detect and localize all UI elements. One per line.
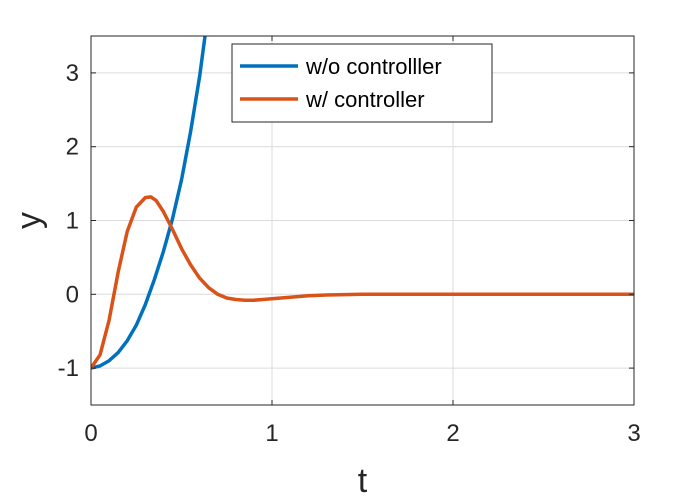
y-tick-label: 3 (66, 60, 79, 87)
legend-label-1: w/o controlller (305, 54, 442, 79)
x-tick-label: 1 (265, 420, 278, 447)
y-tick-label: -1 (58, 355, 79, 382)
legend: w/o controlller w/ controller (231, 43, 493, 123)
x-axis-label: t (358, 462, 368, 500)
x-tick-label: 0 (84, 420, 97, 447)
y-tick-label: 0 (66, 281, 79, 308)
y-axis-label: y (10, 212, 48, 229)
legend-label-2: w/ controller (305, 87, 425, 112)
x-tick-label: 3 (627, 420, 640, 447)
y-tick-label: 2 (66, 134, 79, 161)
x-tick-label: 2 (446, 420, 459, 447)
series-line-1 (91, 36, 207, 370)
series-line-2 (91, 195, 634, 370)
y-tick-label: 1 (66, 208, 79, 235)
axes-box (90, 35, 635, 406)
series-group (91, 36, 634, 370)
legend-box (231, 43, 493, 123)
